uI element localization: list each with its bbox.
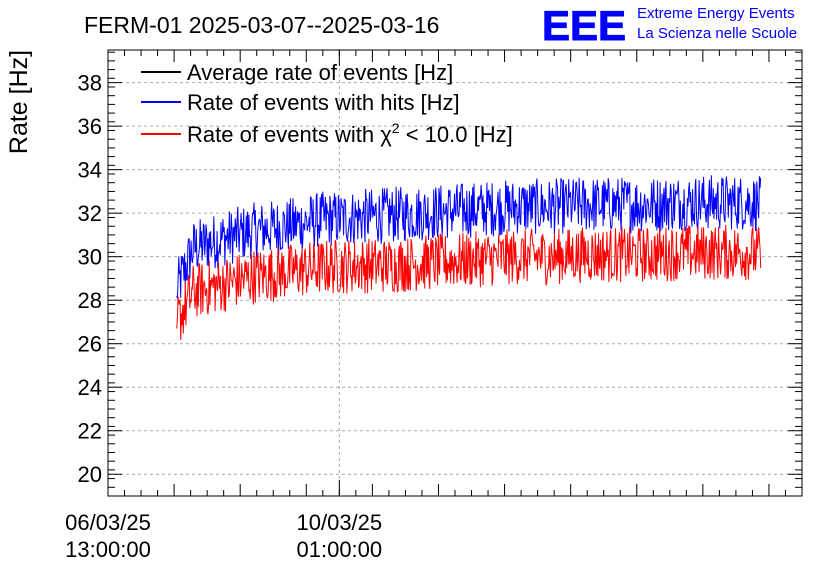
axis-ticks [107,50,803,497]
chart-title: FERM-01 2025-03-07--2025-03-16 [84,12,439,38]
series-line-chi2 [176,224,762,341]
plot-frame [107,49,803,497]
y-tick-label: 38 [78,71,102,96]
y-axis-label: Rate [Hz] [5,50,33,154]
y-tick-label: 32 [78,201,102,226]
legend-label-chi2: Rate of events with χ2 < 10.0 [Hz] [187,120,513,147]
eee-logo: EEE Extreme Energy Events La Scienza nel… [542,2,798,50]
series-line-hits [176,175,762,299]
legend-chi2-suffix: < 10.0 [Hz] [400,122,513,147]
y-tick-label: 26 [78,332,102,357]
y-tick-label: 36 [78,114,102,139]
y-tick-label: 30 [78,245,102,270]
y-tick-label: 28 [78,288,102,313]
x-tick-label-date: 10/03/25 [297,510,383,535]
legend-label-average: Average rate of events [Hz] [187,60,453,85]
legend-chi2-prefix: Rate of events with [187,122,380,147]
grid-lines [107,50,802,496]
y-tick-label: 20 [78,462,102,487]
y-tick-label: 34 [78,158,102,183]
x-tick-label-time: 13:00:00 [65,537,151,562]
legend-chi2-superscript: 2 [392,120,400,136]
y-tick-label: 22 [78,419,102,444]
legend-label-hits: Rate of events with hits [Hz] [187,90,460,115]
legend-chi2-symbol: χ [380,122,392,147]
legend: Average rate of events [Hz] Rate of even… [141,60,513,147]
x-tick-label-time: 01:00:00 [297,537,383,562]
eee-logo-mark: EEE [542,2,626,49]
y-tick-label: 24 [78,375,102,400]
y-tick-labels: 20 22 24 26 28 30 32 34 36 38 [78,71,102,488]
x-tick-label-date: 06/03/25 [65,510,151,535]
series-layer [176,175,762,341]
eee-logo-line2: La Scienza nelle Scuole [637,25,797,42]
eee-logo-line1: Extreme Energy Events [637,5,795,22]
